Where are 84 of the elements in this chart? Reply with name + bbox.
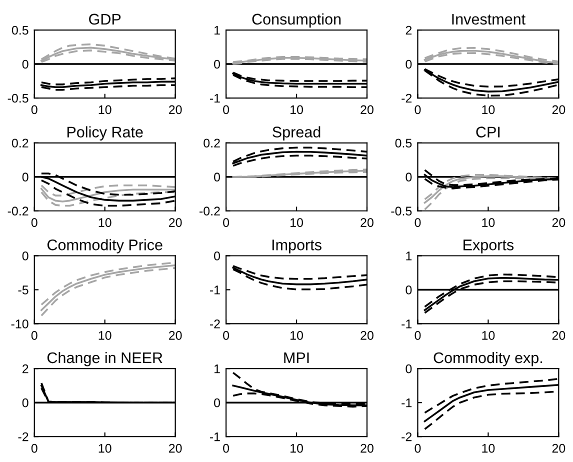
y-tick-label: -10: [11, 320, 28, 328]
y-tick-label: 1: [214, 364, 220, 374]
x-tick-label: 10: [290, 218, 303, 227]
x-tick-label: 0: [31, 444, 38, 453]
y-tick-label: 0.5: [395, 138, 412, 148]
y-tick-label: 0: [214, 252, 220, 260]
y-tick-label: 0: [22, 60, 28, 69]
y-tick-label: 0: [22, 398, 28, 408]
x-tick-label: 0: [414, 105, 421, 114]
y-tick-label: 0: [22, 252, 28, 260]
x-tick-label: 10: [98, 105, 112, 114]
y-tick-label: 1: [214, 26, 220, 35]
x-tick-label: 20: [552, 105, 566, 114]
x-tick-label: 20: [552, 218, 566, 227]
chart-title: CPI: [476, 126, 500, 138]
y-tick-label: 0.2: [204, 138, 220, 148]
x-tick-label: 0: [223, 105, 230, 114]
x-tick-label: 20: [168, 105, 182, 114]
chart-title: Commodity exp.: [434, 352, 542, 366]
y-tick-label: -0.2: [200, 206, 220, 216]
x-tick-label: 0: [414, 218, 421, 227]
y-tick-label: -2: [210, 320, 220, 328]
x-tick-label: 10: [98, 331, 112, 340]
y-tick-label: -1: [210, 286, 220, 294]
y-tick-label: 0: [406, 60, 412, 69]
y-tick-label: 2: [22, 364, 28, 374]
chart-title: MPI: [284, 352, 309, 364]
y-tick-label: -2: [402, 432, 412, 442]
x-tick-label: 0: [223, 218, 230, 227]
y-tick-label: 0: [406, 286, 412, 294]
x-tick-label: 20: [360, 218, 374, 227]
chart-title: Investment: [452, 14, 526, 25]
x-tick-label: 10: [482, 331, 495, 340]
chart-title: Policy Rate: [67, 126, 143, 140]
x-tick-label: 10: [290, 331, 303, 340]
y-tick-label: 0: [214, 60, 220, 69]
y-tick-label: 0.5: [12, 26, 28, 35]
x-tick-label: 0: [31, 331, 38, 340]
x-tick-label: 0: [223, 444, 230, 453]
y-tick-label: 2: [406, 26, 412, 35]
chart-title: GDP: [89, 14, 121, 25]
x-tick-label: 0: [414, 444, 421, 453]
chart-title: Spread: [272, 126, 320, 140]
y-tick-label: -0.5: [391, 206, 412, 216]
y-tick-label: -1: [210, 94, 220, 103]
x-tick-label: 20: [168, 218, 182, 227]
x-tick-label: 10: [98, 218, 112, 227]
x-tick-label: 10: [482, 218, 495, 227]
x-tick-label: 20: [360, 331, 374, 340]
chart-title: Change in NEER: [47, 352, 162, 366]
y-tick-label: -2: [402, 94, 412, 103]
x-tick-label: 20: [552, 444, 566, 453]
y-tick-label: -2: [18, 432, 28, 442]
chart-title: Exports: [464, 240, 514, 254]
x-tick-label: 10: [98, 444, 112, 453]
y-tick-label: 1: [406, 252, 412, 260]
x-tick-label: 20: [360, 444, 374, 453]
y-tick-label: -0.2: [8, 206, 28, 216]
x-tick-label: 10: [290, 105, 303, 114]
x-tick-label: 0: [31, 105, 38, 114]
x-tick-label: 0: [31, 218, 38, 227]
chart-title: Commodity Price: [47, 239, 162, 254]
x-tick-label: 10: [482, 444, 495, 453]
y-tick-label: -1: [402, 398, 412, 408]
x-tick-label: 10: [482, 105, 495, 114]
y-tick-label: 0: [214, 398, 220, 408]
x-tick-label: 0: [414, 331, 421, 340]
y-tick-label: 0: [214, 172, 220, 182]
x-tick-label: 20: [552, 331, 566, 340]
y-tick-label: -0.5: [8, 94, 28, 103]
y-tick-label: 0: [22, 172, 28, 182]
x-tick-label: 0: [223, 331, 230, 340]
y-tick-label: -1: [402, 320, 412, 328]
x-tick-label: 20: [360, 105, 374, 114]
chart-title: Imports: [272, 240, 322, 254]
chart-title: Consumption: [252, 13, 341, 28]
y-tick-label: -1: [210, 432, 220, 442]
y-tick-label: 0.2: [12, 138, 28, 148]
y-tick-label: 0: [406, 364, 412, 374]
x-tick-label: 20: [168, 444, 182, 453]
x-tick-label: 20: [168, 331, 182, 340]
y-tick-label: -5: [18, 286, 28, 294]
x-tick-label: 10: [290, 444, 303, 453]
y-tick-label: 0: [406, 172, 412, 182]
